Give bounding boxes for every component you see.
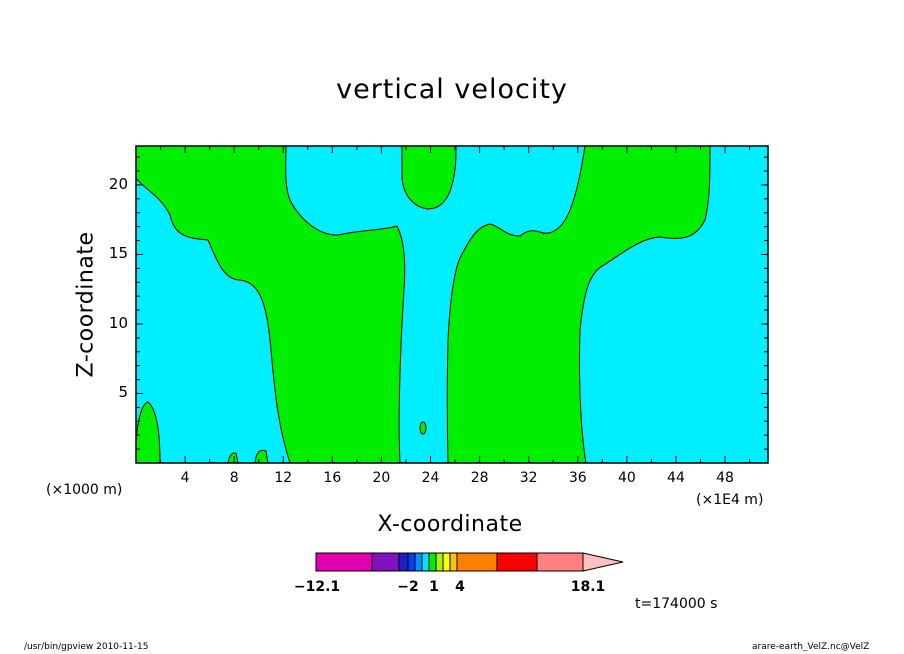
y-tick-label: 20 (108, 174, 128, 193)
x-tick-label: 36 (568, 470, 587, 486)
region-speck-3 (419, 421, 427, 435)
colorbar (315, 552, 624, 572)
x-tick-label: 20 (372, 470, 391, 486)
x-tick-label: 32 (519, 470, 538, 486)
positive-regions (135, 145, 711, 464)
colorbar-segment (315, 552, 373, 572)
footer-left: /usr/bin/gpview 2010-11-15 (24, 642, 149, 652)
colorbar-segment (371, 552, 400, 572)
colorbar-max-label: 18.1 (570, 579, 606, 595)
y-axis-label: Z-coordinate (73, 231, 99, 378)
colorbar-segment (414, 552, 423, 572)
x-tick-label: 16 (323, 470, 342, 486)
colorbar-segment (398, 552, 409, 572)
x-tick-label: 8 (229, 470, 239, 486)
colorbar-segment (435, 552, 444, 572)
colorbar-tick-label: −2 (397, 579, 419, 595)
colorbar-segment (407, 552, 416, 572)
x-axis-label: X-coordinate (377, 512, 523, 537)
colorbar-min-label: −12.1 (293, 579, 341, 595)
colorbar-extension-triangle (582, 552, 624, 572)
x-tick-label: 12 (274, 470, 293, 486)
colorbar-tick-label: 4 (455, 579, 465, 595)
x-unit-right: (×1E4 m) (696, 492, 764, 508)
y-tick-label: 5 (118, 383, 128, 402)
tick-layer (136, 146, 768, 463)
x-tick-label: 44 (667, 470, 685, 486)
x-tick-label: 48 (716, 470, 734, 486)
footer-right: arare-earth_VelZ.nc@VelZ (752, 642, 870, 652)
x-tick-label: 40 (617, 470, 636, 486)
region-speck-1 (227, 452, 239, 464)
x-unit-left: (×1000 m) (46, 482, 123, 498)
colorbar-segment (496, 552, 538, 572)
chart-title: vertical velocity (336, 74, 568, 105)
x-tick-label: 24 (421, 470, 440, 486)
colorbar-segment (428, 552, 437, 572)
y-tick-label: 15 (108, 244, 128, 263)
x-tick-label: 28 (470, 470, 489, 486)
region-center-right (446, 145, 711, 464)
colorbar-tick-label: 1 (429, 579, 439, 595)
colorbar-segment (442, 552, 451, 572)
time-label: t=174000 s (635, 596, 718, 612)
colorbar-segment (536, 552, 584, 572)
colorbar-segment (449, 552, 458, 572)
colorbar-segment (421, 552, 430, 572)
x-tick-label: 4 (180, 470, 190, 486)
plot-frame (135, 145, 769, 464)
y-tick-label: 10 (108, 313, 128, 332)
colorbar-segment (456, 552, 498, 572)
region-top-middle (401, 145, 457, 210)
